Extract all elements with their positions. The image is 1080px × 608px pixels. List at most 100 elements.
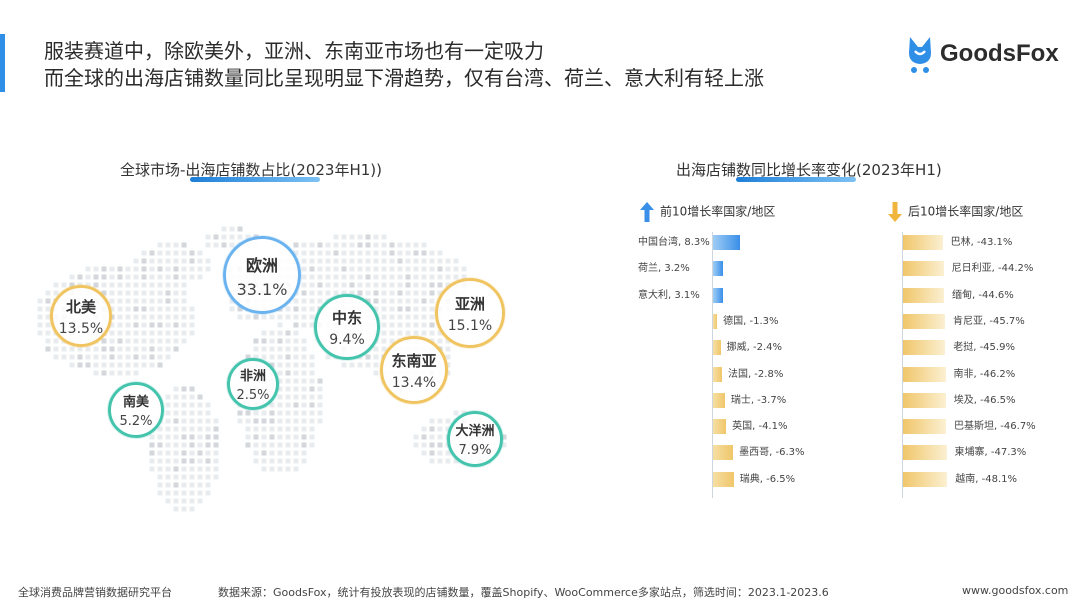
map-dot — [173, 458, 179, 464]
map-dot — [373, 274, 379, 280]
map-dot — [197, 442, 203, 448]
map-dot — [269, 314, 275, 320]
map-dot — [269, 450, 275, 456]
map-dot — [165, 338, 171, 344]
map-dot — [381, 258, 387, 264]
bottom10-bar-label: 柬埔寨, -47.3% — [954, 447, 1027, 459]
map-dot — [133, 338, 139, 344]
map-dot — [173, 506, 179, 512]
map-dot — [325, 290, 331, 296]
map-dot — [77, 362, 83, 368]
map-dot — [165, 490, 171, 496]
map-dot — [173, 346, 179, 352]
map-dot — [237, 226, 243, 232]
map-dot — [269, 434, 275, 440]
map-dot — [277, 466, 283, 472]
map-dot — [381, 290, 387, 296]
map-dot — [213, 450, 219, 456]
map-dot — [101, 346, 107, 352]
map-dot — [365, 258, 371, 264]
map-dot — [309, 386, 315, 392]
region-name: 大洋洲 — [455, 424, 495, 439]
map-dot — [109, 330, 115, 336]
map-dot — [341, 290, 347, 296]
map-dot — [173, 338, 179, 344]
map-dot — [437, 266, 443, 272]
map-dot — [197, 250, 203, 256]
map-dot — [277, 330, 283, 336]
map-dot — [213, 426, 219, 432]
map-dot — [261, 418, 267, 424]
map-dot — [261, 450, 267, 456]
map-dot — [397, 258, 403, 264]
map-dot — [293, 402, 299, 408]
map-dot — [197, 402, 203, 408]
map-dot — [405, 282, 411, 288]
map-dot — [413, 250, 419, 256]
map-dot — [101, 290, 107, 296]
map-dot — [269, 458, 275, 464]
map-dot — [269, 338, 275, 344]
map-dot — [445, 458, 451, 464]
region-value: 2.5% — [236, 388, 270, 403]
bottom10-bar — [903, 313, 946, 329]
map-dot — [173, 258, 179, 264]
map-dot — [157, 314, 163, 320]
map-dot — [165, 330, 171, 336]
map-dot — [501, 442, 507, 448]
map-dot — [445, 450, 451, 456]
map-dot — [293, 314, 299, 320]
map-dot — [301, 258, 307, 264]
map-dot — [189, 426, 195, 432]
map-dot — [301, 458, 307, 464]
map-dot — [389, 258, 395, 264]
map-dot — [381, 338, 387, 344]
bottom10-bar — [903, 445, 947, 461]
map-dot — [133, 266, 139, 272]
map-dot — [165, 418, 171, 424]
goodsfox-logo: GoodsFox — [902, 33, 1062, 77]
map-dot — [389, 338, 395, 344]
map-dot — [109, 298, 115, 304]
map-dot — [253, 458, 259, 464]
map-dot — [437, 338, 443, 344]
bottom10-axis — [902, 232, 903, 498]
map-dot — [277, 402, 283, 408]
map-dot — [373, 306, 379, 312]
map-dot — [437, 442, 443, 448]
map-dot — [349, 266, 355, 272]
map-dot — [125, 266, 131, 272]
map-dot — [173, 242, 179, 248]
top10-axis — [712, 232, 713, 498]
map-dot — [301, 418, 307, 424]
map-dot — [221, 234, 227, 240]
footer-url[interactable]: www.goodsfox.com — [962, 584, 1069, 597]
map-dot — [349, 250, 355, 256]
map-dot — [117, 274, 123, 280]
map-dot — [389, 242, 395, 248]
map-dot — [461, 266, 467, 272]
bottom10-bar-label: 老挝, -45.9% — [953, 342, 1015, 354]
map-dot — [69, 346, 75, 352]
region-name: 南美 — [122, 395, 149, 410]
map-dot — [453, 274, 459, 280]
map-dot — [421, 266, 427, 272]
map-dot — [141, 346, 147, 352]
map-dot — [181, 506, 187, 512]
map-dot — [205, 482, 211, 488]
map-dot — [413, 274, 419, 280]
map-dot — [149, 258, 155, 264]
map-dot — [365, 290, 371, 296]
map-dot — [93, 274, 99, 280]
top10-bar-label: 荷兰, 3.2% — [638, 263, 690, 275]
map-dot — [269, 466, 275, 472]
map-dot — [317, 266, 323, 272]
map-dot — [309, 306, 315, 312]
map-dot — [405, 258, 411, 264]
fox-cart-icon — [909, 37, 931, 73]
map-dot — [117, 330, 123, 336]
map-dot — [189, 410, 195, 416]
bar-chart-title-suffix: (2023年H1) — [856, 161, 942, 179]
map-dot — [285, 426, 291, 432]
map-dot — [293, 458, 299, 464]
